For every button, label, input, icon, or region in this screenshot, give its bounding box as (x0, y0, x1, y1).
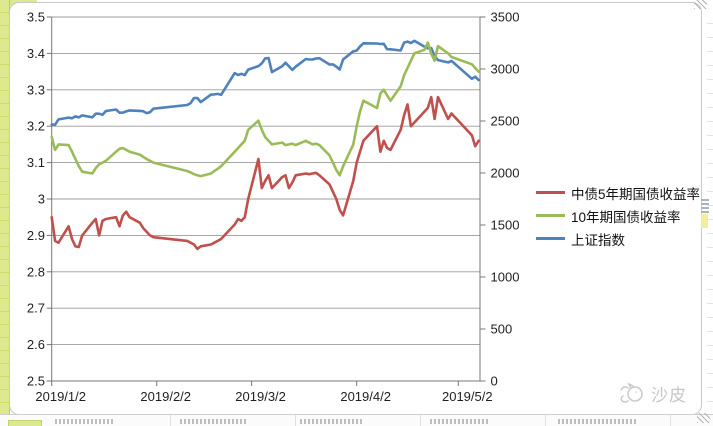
cell-border (295, 415, 296, 426)
legend-label: 上证指数 (571, 232, 625, 248)
dog-icon (620, 381, 643, 403)
worksheet-cell (8, 420, 42, 426)
legend-label: 中债5年期国债收益率 (571, 186, 701, 202)
worksheet-cell-text (558, 419, 638, 424)
cell-border (670, 415, 671, 426)
selection-handle-bottom-right[interactable] (697, 413, 710, 423)
worksheet-cell-text (180, 419, 248, 424)
legend-item-10y-yield[interactable]: 10年期国债收益率 (536, 204, 700, 227)
worksheet-cell-text (55, 419, 113, 424)
legend-label: 10年期国债收益率 (571, 209, 681, 225)
cell-border (170, 415, 171, 426)
worksheet-bottom-row (0, 414, 713, 426)
chart-legend: 中债5年期国债收益率 10年期国债收益率 上证指数 (536, 181, 700, 250)
watermark-text: 沙皮 (651, 386, 687, 405)
selection-handle-mid-right[interactable] (701, 199, 709, 213)
cell-border (420, 415, 421, 426)
watermark: 沙皮 (617, 381, 687, 406)
legend-swatch-sse-line (536, 237, 565, 240)
selection-handle-top-right[interactable] (694, 0, 707, 9)
legend-swatch-10y-line (536, 214, 565, 217)
legend-item-sse-index[interactable]: 上证指数 (536, 227, 700, 250)
selection-highlight-mark (701, 214, 708, 228)
worksheet-cell-text (300, 419, 364, 424)
cell-border (545, 415, 546, 426)
legend-swatch-5y-line (536, 191, 565, 194)
legend-item-5y-yield[interactable]: 中债5年期国债收益率 (536, 181, 700, 204)
worksheet-cell-text (430, 419, 488, 424)
worksheet-right-gridlines (707, 10, 713, 416)
